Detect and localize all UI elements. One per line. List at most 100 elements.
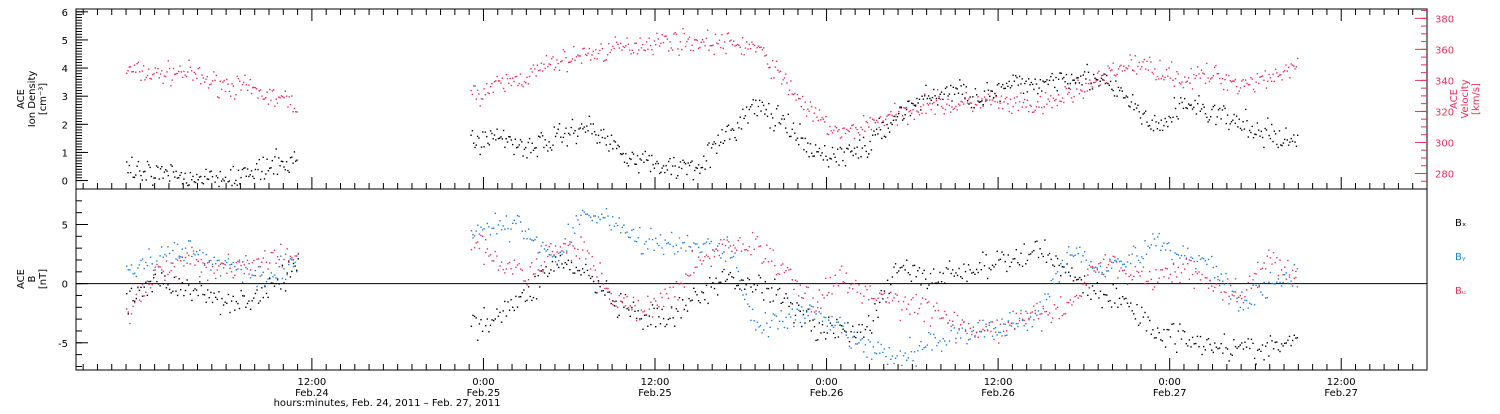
by-series-point: [496, 233, 498, 235]
bz-series-point: [670, 307, 673, 309]
bz-series-point: [168, 271, 171, 273]
bz-series-point: [154, 269, 156, 271]
bz-series-point: [950, 325, 952, 328]
bx-series-point: [794, 314, 797, 317]
bz-series-point: [567, 244, 569, 247]
bx-series-point: [643, 314, 646, 316]
bx-series-point: [1072, 280, 1075, 282]
density-series-point: [1030, 81, 1032, 84]
bz-series-point: [1071, 304, 1073, 306]
density-series-point: [276, 173, 279, 175]
bx-series-point: [1101, 306, 1103, 309]
velocity-series-point: [986, 99, 988, 101]
bx-series-point: [1114, 302, 1116, 304]
by-series-point: [1126, 261, 1129, 263]
bz-series-point: [195, 259, 198, 261]
by-series-point: [1166, 243, 1168, 245]
by-series-point: [729, 257, 732, 259]
bz-series-point: [1241, 297, 1243, 300]
bz-series-point: [1009, 324, 1011, 326]
bz-series-point: [961, 319, 963, 321]
velocity-series-point: [704, 45, 706, 47]
velocity-series-point: [197, 67, 199, 70]
bz-series-point: [1158, 277, 1160, 279]
velocity-series-point: [846, 128, 848, 131]
bx-series-point: [890, 283, 892, 286]
density-series-point: [228, 180, 231, 182]
velocity-series-point: [222, 81, 224, 83]
legend-bx: Bₓ: [1455, 218, 1466, 229]
bx-series-point: [1048, 252, 1051, 255]
density-series-point: [500, 136, 502, 138]
density-series-point: [556, 132, 558, 134]
velocity-series-point: [643, 49, 645, 51]
bz-series-point: [839, 269, 841, 271]
density-series-point: [1247, 136, 1249, 138]
density-series-point: [1289, 141, 1291, 143]
velocity-series-point: [1220, 82, 1222, 85]
velocity-series-point: [655, 44, 657, 46]
density-series: [126, 63, 1299, 188]
velocity-series-point: [722, 47, 724, 50]
velocity-series-point: [925, 112, 927, 115]
bx-series-point: [1112, 283, 1114, 286]
velocity-series-point: [1254, 91, 1256, 93]
bz-series-point: [1074, 295, 1076, 298]
density-series-point: [1095, 78, 1097, 81]
velocity-series-point: [703, 41, 705, 43]
velocity-series-point: [882, 120, 884, 122]
bz-series-point: [1188, 278, 1191, 280]
bz-series-point: [631, 309, 633, 311]
bx-series-point: [987, 277, 989, 280]
bz-series-point: [497, 269, 500, 271]
bz-series-point: [1290, 283, 1292, 285]
bx-series-point: [737, 284, 739, 287]
by-series-point: [494, 212, 496, 214]
bz-series-point: [805, 286, 808, 288]
by-series-point: [802, 309, 805, 312]
density-series-point: [1042, 80, 1044, 82]
by-series-point: [1117, 258, 1119, 260]
bz-series-point: [925, 298, 927, 300]
by-series-point: [126, 265, 128, 267]
bz-series-point: [952, 320, 954, 322]
bx-series-point: [213, 292, 215, 294]
by-series-point: [810, 305, 813, 307]
velocity-series-point: [753, 44, 756, 47]
by-series-point: [791, 308, 793, 310]
density-series-point: [1069, 82, 1071, 85]
bx-series-point: [586, 269, 589, 272]
bx-series-point: [280, 288, 282, 290]
density-series-point: [1104, 82, 1107, 85]
bz-series-point: [801, 297, 803, 299]
density-series-point: [1269, 137, 1272, 140]
by-series-point: [205, 253, 207, 256]
velocity-series-point: [720, 46, 722, 49]
density-series-point: [804, 137, 806, 140]
density-series-point: [930, 99, 932, 101]
velocity-series-point: [489, 86, 492, 88]
velocity-series-point: [1295, 66, 1298, 68]
velocity-series-point: [289, 103, 292, 106]
x-tick-date-label: Feb.27: [1324, 388, 1358, 399]
density-series-point: [600, 129, 602, 131]
velocity-series-point: [831, 132, 834, 134]
by-series-point: [869, 341, 871, 343]
density-series-point: [140, 174, 142, 177]
bz-series-point: [1001, 335, 1003, 337]
by-series-point: [920, 340, 922, 343]
bx-series-point: [1123, 298, 1125, 300]
density-series-point: [162, 177, 164, 179]
bx-series-point: [134, 300, 136, 302]
by-series-point: [756, 321, 759, 323]
bx-series-point: [596, 292, 598, 294]
velocity-series-point: [1015, 102, 1017, 104]
bx-series-point: [1117, 306, 1119, 308]
bz-series-point: [691, 250, 693, 253]
bz-series-point: [855, 279, 857, 282]
velocity-series-point: [909, 109, 912, 112]
velocity-series-point: [148, 68, 150, 70]
velocity-series-point: [1137, 65, 1139, 68]
velocity-series-point: [1250, 76, 1252, 79]
bx-series-point: [167, 284, 169, 286]
